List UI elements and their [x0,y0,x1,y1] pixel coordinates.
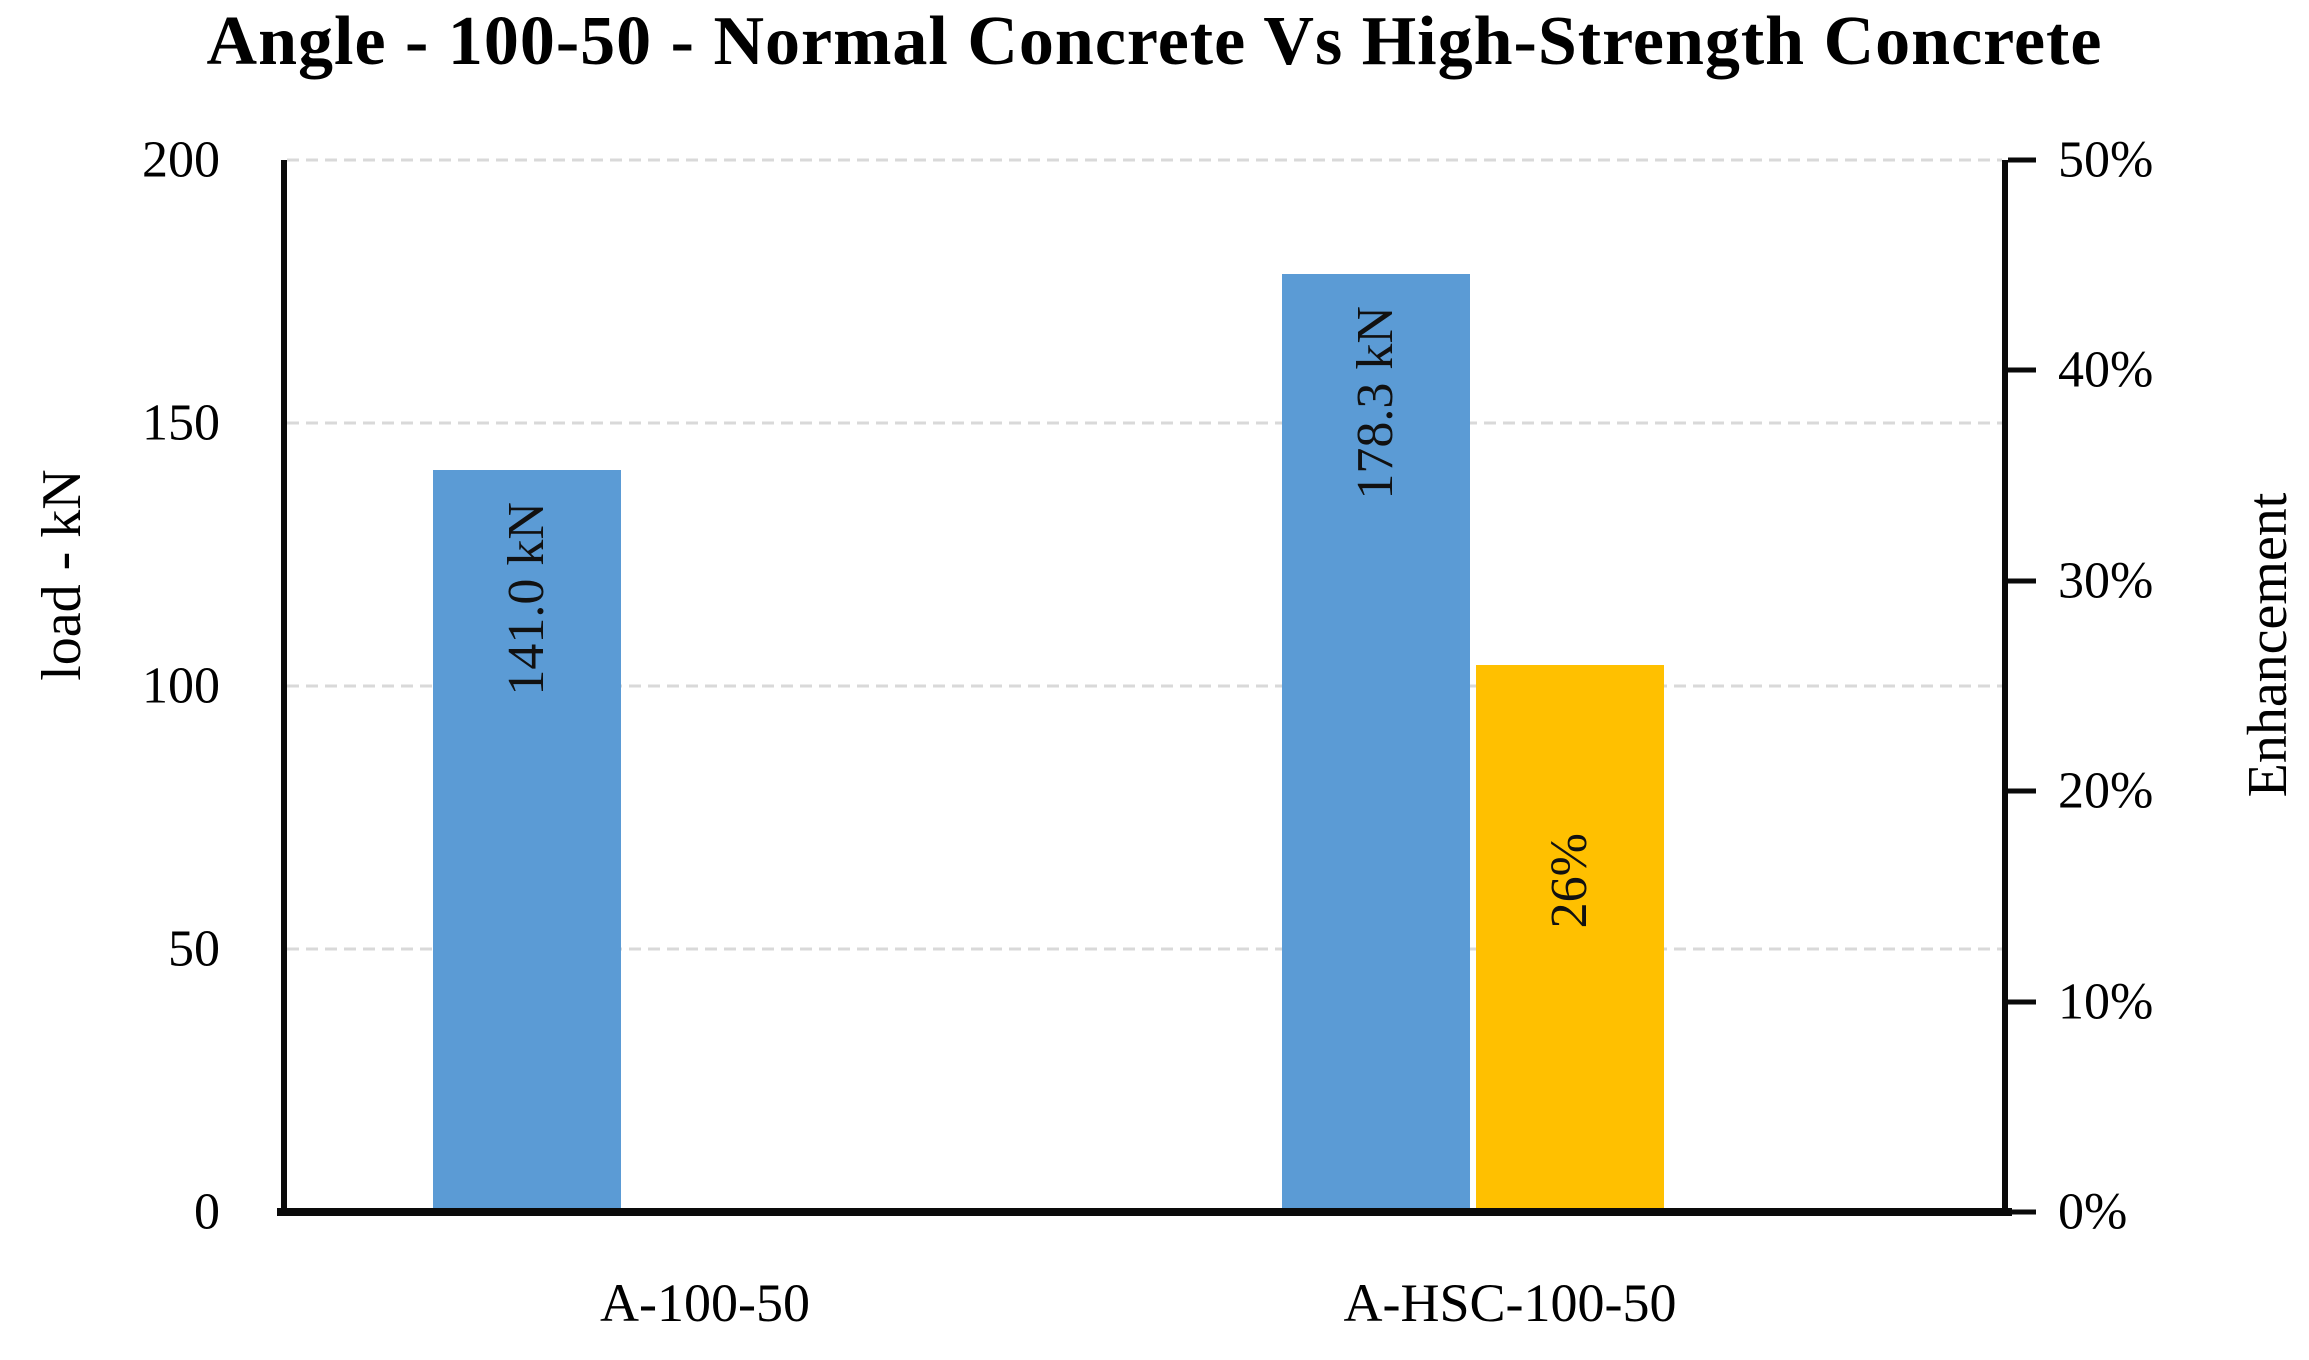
left-axis-tick-label: 0 [194,1183,220,1241]
bar-load-a-hsc-100-50: 178.3 kN [1282,274,1470,1212]
data-label-load-a-hsc-100-50: 178.3 kN [1347,306,1404,500]
right-axis-tick-label: 30% [2058,552,2154,610]
right-axis-tick-label: 10% [2058,973,2154,1031]
right-axis-tick-mark [2008,578,2036,584]
right-axis-tick-mark [2008,788,2036,794]
left-axis-tick-labels: 200 150 100 50 0 [60,132,230,1241]
right-axis-tick-label: 40% [2058,341,2154,399]
right-axis-tick-mark [2008,999,2036,1005]
right-axis-tick-labels: 50% 40% 30% 20% 10% 0% [2058,132,2304,1241]
right-axis-line [2002,160,2008,1216]
right-axis-tick-mark [2008,157,2036,163]
left-axis-tick-label: 100 [142,657,220,715]
right-axis-tick-label: 0% [2058,1183,2128,1241]
gridline-150 [287,421,2002,425]
gridline-200 [287,158,2002,162]
right-axis-tick-label: 20% [2058,762,2154,820]
left-axis-tick-label: 50 [168,920,220,978]
category-label-a-hsc-100-50: A-HSC-100-50 [1343,1273,1677,1333]
data-label-load-a-100-50: 141.0 kN [498,502,555,696]
right-axis-tick-mark [2008,1209,2036,1215]
left-axis-line [281,160,287,1216]
left-axis-tick-label: 150 [142,394,220,452]
data-label-enhancement-a-hsc-100-50: 26% [1541,832,1598,929]
category-axis-labels: A-100-50 A-HSC-100-50 [287,1272,2002,1352]
right-axis-tick-mark [2008,367,2036,373]
bar-load-a-100-50: 141.0 kN [433,470,621,1212]
x-axis-line [277,1208,2012,1216]
chart-title: Angle - 100-50 - Normal Concrete Vs High… [206,3,2103,80]
plot-area: 141.0 kN 178.3 kN 26% [277,157,2036,1216]
gridline-100 [287,684,2002,688]
gridline-50 [287,947,2002,951]
left-axis-tick-label: 200 [142,131,220,189]
category-label-a-100-50: A-100-50 [600,1273,810,1333]
right-axis-tick-label: 50% [2058,131,2154,189]
bar-enhancement-a-hsc-100-50: 26% [1476,664,1664,1212]
